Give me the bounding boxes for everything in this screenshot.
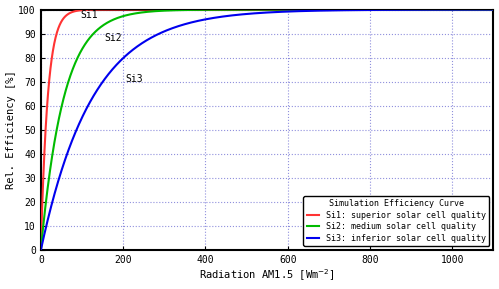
- Legend: Si1: superior solar cell quality, Si2: medium solar cell quality, Si3: inferior : Si1: superior solar cell quality, Si2: m…: [303, 196, 490, 246]
- X-axis label: Radiation AM1.5 [Wm$^{-2}$]: Radiation AM1.5 [Wm$^{-2}$]: [199, 268, 335, 284]
- Y-axis label: Rel. Efficiency [%]: Rel. Efficiency [%]: [5, 71, 15, 189]
- Text: Si2: Si2: [105, 33, 122, 43]
- Text: Si1: Si1: [80, 10, 97, 20]
- Text: Si3: Si3: [125, 74, 143, 84]
